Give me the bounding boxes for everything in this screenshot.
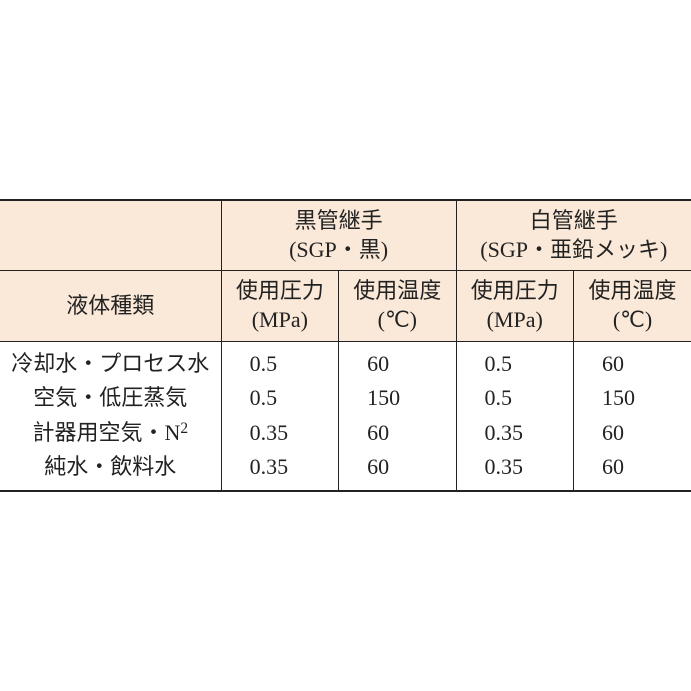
header-sub-pressure-line1b: 使用圧力 (471, 278, 559, 303)
header-sub-pressure-line1: 使用圧力 (236, 278, 324, 303)
cell-pressure: 0.35 (456, 416, 573, 451)
header-rowlabel-line1: 液体種類 (66, 293, 154, 318)
cell-pressure: 0.35 (221, 416, 338, 451)
row-label-sup: 2 (180, 420, 188, 437)
row-label-pre: 計器用空気・N (33, 420, 181, 445)
header-sub-pressure-line2: (MPa) (252, 307, 308, 332)
table-row: 純水・飲料水0.35600.3560 (0, 450, 691, 491)
cell-pressure: 0.35 (221, 450, 338, 491)
cell-pressure: 0.5 (456, 341, 573, 381)
row-label: 空気・低圧蒸気 (0, 381, 221, 416)
row-label: 計器用空気・N2 (0, 416, 221, 451)
header-sub-temp-line1: 使用温度 (353, 278, 441, 303)
header-group1-line1: 黒管継手 (295, 208, 383, 233)
table-body: 冷却水・プロセス水0.5600.560空気・低圧蒸気0.51500.5150計器… (0, 341, 691, 491)
cell-pressure: 0.35 (456, 450, 573, 491)
header-group-white-pipe: 白管継手 (SGP・亜鉛メッキ) (456, 200, 691, 271)
row-label: 純水・飲料水 (0, 450, 221, 491)
cell-temperature: 150 (574, 381, 691, 416)
header-rowlabel: 液体種類 (0, 271, 221, 341)
row-label: 冷却水・プロセス水 (0, 341, 221, 381)
header-sub-pressure-1: 使用圧力 (MPa) (221, 271, 338, 341)
header-group-black-pipe: 黒管継手 (SGP・黒) (221, 200, 456, 271)
table-row: 冷却水・プロセス水0.5600.560 (0, 341, 691, 381)
cell-temperature: 60 (574, 341, 691, 381)
cell-temperature: 60 (339, 450, 456, 491)
header-sub-temp-line2b: (℃) (613, 307, 652, 332)
header-sub-temp-line2: (℃) (378, 307, 417, 332)
spec-table-container: 黒管継手 (SGP・黒) 白管継手 (SGP・亜鉛メッキ) 液体種類 使用圧力 … (0, 199, 691, 492)
cell-temperature: 60 (574, 416, 691, 451)
header-sub-pressure-line2b: (MPa) (487, 307, 543, 332)
table-row: 空気・低圧蒸気0.51500.5150 (0, 381, 691, 416)
cell-temperature: 60 (339, 341, 456, 381)
header-group2-line1: 白管継手 (530, 208, 618, 233)
header-sub-temp-2: 使用温度 (℃) (574, 271, 691, 341)
spec-table: 黒管継手 (SGP・黒) 白管継手 (SGP・亜鉛メッキ) 液体種類 使用圧力 … (0, 199, 691, 492)
header-sub-temp-1: 使用温度 (℃) (339, 271, 456, 341)
cell-temperature: 60 (574, 450, 691, 491)
header-group2-line2: (SGP・亜鉛メッキ) (480, 237, 667, 262)
header-corner-blank (0, 200, 221, 271)
header-row-subcolumns: 液体種類 使用圧力 (MPa) 使用温度 (℃) 使用圧力 (MPa) 使用温度… (0, 271, 691, 341)
cell-pressure: 0.5 (456, 381, 573, 416)
header-sub-temp-line1b: 使用温度 (589, 278, 677, 303)
cell-temperature: 150 (339, 381, 456, 416)
table-row: 計器用空気・N20.35600.3560 (0, 416, 691, 451)
cell-temperature: 60 (339, 416, 456, 451)
cell-pressure: 0.5 (221, 341, 338, 381)
header-sub-pressure-2: 使用圧力 (MPa) (456, 271, 573, 341)
cell-pressure: 0.5 (221, 381, 338, 416)
header-row-groups: 黒管継手 (SGP・黒) 白管継手 (SGP・亜鉛メッキ) (0, 200, 691, 271)
header-group1-line2: (SGP・黒) (289, 237, 388, 262)
